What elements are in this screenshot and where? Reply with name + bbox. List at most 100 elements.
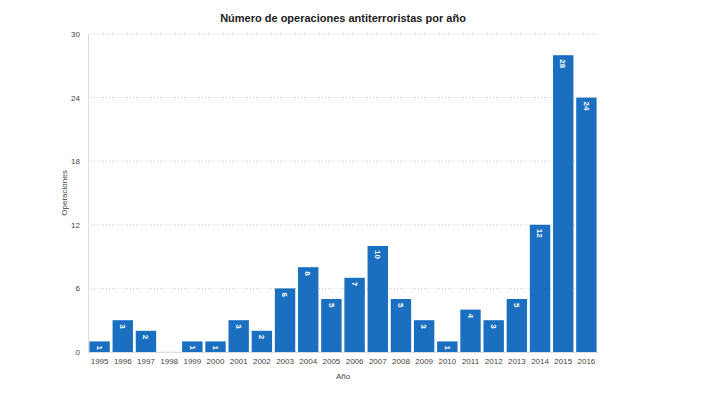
y-tick-label: 0 [76,348,81,357]
plot: 0612182430199519961997199819992000200120… [71,30,598,366]
y-axis-line [88,35,89,353]
grid-line [88,224,598,225]
x-tick: 2011 [462,357,480,366]
x-tick: 2016 [578,357,596,366]
y-tick-label: 24 [71,94,80,103]
grid-line [88,161,598,162]
x-tick: 2008 [392,357,410,366]
data-label: 24 [582,102,591,111]
bar [460,310,480,352]
y-tick-label: 12 [71,221,80,230]
data-label: 1 [188,345,197,350]
x-tick-label: 1997 [137,357,155,366]
data-label: 7 [350,282,359,287]
data-label: 3 [234,324,243,329]
x-tick-label: 2015 [554,357,572,366]
x-tick-label: 2008 [392,357,410,366]
x-tick: 2003 [276,357,294,366]
grid [88,34,598,352]
x-tick: 2004 [299,357,317,366]
x-axis: 1995 1996 1997 1998 1999 2000 2001 2002 2003 2004… [89,353,599,366]
data-label: 2 [141,335,150,340]
grid-line [88,97,598,98]
data-label: 28 [558,59,567,68]
x-tick: 2012 [485,357,503,366]
y-tick: 18 [71,157,88,166]
data-label: 1 [211,345,220,350]
data-label: 3 [118,324,127,329]
x-tick-label: 2009 [415,357,433,366]
data-label: 5 [512,303,521,308]
data-label: 10 [373,250,382,259]
x-tick-label: 2011 [462,357,480,366]
x-tick: 2005 [323,357,341,366]
y-axis: 0 6 12 18 24 30 [71,30,88,357]
y-tick-label: 6 [76,284,81,293]
x-tick-label: 2002 [253,357,271,366]
data-label: 8 [303,271,312,276]
bar [414,320,434,352]
bar [136,331,156,352]
bar [89,341,109,352]
chart: 0612182430199519961997199819992000200120… [0,0,720,404]
data-label: 3 [419,324,428,329]
bar [391,299,411,352]
bar [483,320,503,352]
x-tick-label: 2012 [485,357,503,366]
bar [205,341,225,352]
bar [368,246,388,352]
x-tick-label: 2004 [299,357,317,366]
data-label: 6 [280,292,289,297]
bar [321,299,341,352]
x-tick-label: 2007 [369,357,387,366]
data-label: 1 [95,345,104,350]
bar [507,299,527,352]
y-tick: 0 [76,348,88,357]
bar [228,320,248,352]
x-tick: 2001 [230,357,248,366]
x-tick-label: 2005 [323,357,341,366]
x-tick: 1995 [91,357,109,366]
x-axis-title: Año [336,372,351,381]
x-tick-label: 2000 [207,357,225,366]
data-label: 4 [466,314,475,319]
y-tick: 30 [71,30,88,39]
x-tick: 2000 [207,357,225,366]
x-tick: 2013 [508,357,526,366]
x-tick: 2007 [369,357,387,366]
y-tick: 12 [71,221,88,230]
x-tick: 2009 [415,357,433,366]
x-tick-label: 2013 [508,357,526,366]
grid-line [88,34,598,35]
bar [576,98,596,352]
x-tick-label: 2006 [346,357,364,366]
x-tick-label: 1995 [91,357,109,366]
x-tick-label: 1999 [183,357,201,366]
grid-line [88,288,598,289]
x-tick: 2006 [346,357,364,366]
x-tick: 1999 [183,357,201,366]
x-tick: 2014 [531,357,549,366]
bar [275,288,295,352]
bar [113,320,133,352]
x-tick-label: 1996 [114,357,132,366]
data-label: 5 [327,303,336,308]
y-tick: 6 [76,284,88,293]
x-tick-label: 1998 [160,357,178,366]
bar [530,225,550,352]
x-axis-line [89,352,599,353]
y-axis-title: Operaciones [60,170,69,215]
x-tick: 1996 [114,357,132,366]
data-labels: 1321132685710531435122824 [95,59,591,350]
y-tick-label: 30 [71,30,80,39]
x-tick: 2010 [438,357,456,366]
y-tick-label: 18 [71,157,80,166]
data-label: 12 [535,229,544,238]
data-label: 2 [257,335,266,340]
x-tick: 1997 [137,357,155,366]
data-label: 1 [443,345,452,350]
x-tick-label: 2010 [438,357,456,366]
bar [553,55,573,352]
x-tick-label: 2003 [276,357,294,366]
bar [437,341,457,352]
